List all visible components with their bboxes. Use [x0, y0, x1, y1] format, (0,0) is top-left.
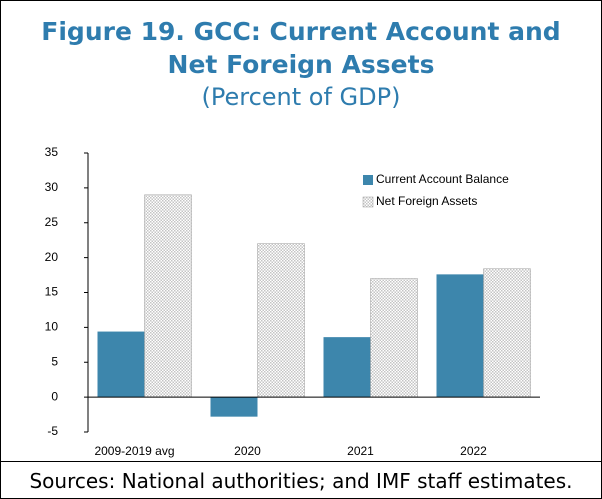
- y-tick-label: 30: [45, 180, 59, 194]
- legend-swatch: [363, 175, 373, 185]
- y-tick-label: 15: [45, 285, 59, 299]
- bar: [257, 243, 305, 398]
- y-tick-label: -5: [47, 424, 58, 438]
- y-tick-label: 20: [45, 250, 59, 264]
- legend-swatch: [362, 196, 374, 208]
- x-tick-label: 2022: [460, 444, 487, 458]
- y-tick-label: 0: [51, 389, 58, 403]
- y-tick-label: 35: [45, 145, 59, 159]
- x-tick-label: 2009-2019 avg: [94, 444, 174, 458]
- chart: -5 0 5 10 15 20 25 30 35 2009-2019 avg 2020 2021 202…: [45, 145, 540, 458]
- y-tick-label: 25: [45, 215, 59, 229]
- bar: [436, 274, 484, 398]
- bar: [370, 278, 418, 398]
- y-tick-label: 5: [51, 354, 58, 368]
- bar: [323, 337, 371, 398]
- source-note: Sources: National authorities; and IMF s…: [29, 469, 573, 493]
- legend-label: Net Foreign Assets: [376, 194, 477, 208]
- bar: [483, 268, 531, 398]
- divider: [1, 461, 601, 462]
- chart-subtitle: (Percent of GDP): [201, 83, 401, 111]
- legend-label: Current Account Balance: [376, 172, 509, 186]
- x-tick-label: 2021: [347, 444, 374, 458]
- x-tick-label: 2020: [234, 444, 261, 458]
- bar: [144, 194, 192, 398]
- chart-title: Figure 19. GCC: Current Account and Net …: [41, 17, 561, 79]
- bar: [97, 331, 145, 398]
- y-tick-label: 10: [45, 320, 59, 334]
- bar: [210, 397, 258, 417]
